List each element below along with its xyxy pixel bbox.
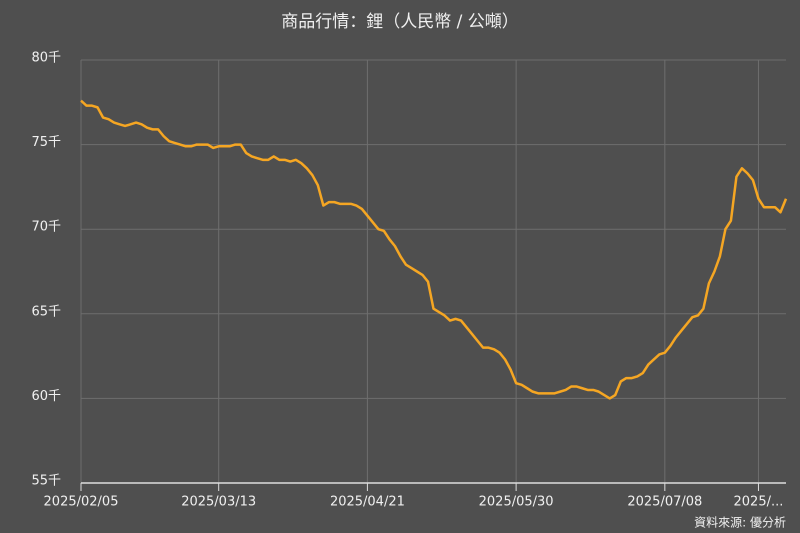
x-tick-label: 2025/... <box>734 495 784 510</box>
price-line <box>80 99 788 400</box>
y-tick-label: 70千 <box>31 220 61 235</box>
x-tick-label: 2025/02/05 <box>44 495 119 510</box>
y-tick-label: 65千 <box>31 304 61 319</box>
y-tick-label: 80千 <box>31 51 61 66</box>
x-tick-label: 2025/07/08 <box>627 495 702 510</box>
y-tick-label: 75千 <box>31 135 61 150</box>
chart-title: 商品行情：鋰（人民幣 / 公噸） <box>281 12 519 32</box>
y-tick-label: 60千 <box>31 389 61 404</box>
source-note: 資料來源: 優分析 <box>694 516 786 530</box>
x-tick-label: 2025/04/21 <box>330 495 405 510</box>
x-tick-label: 2025/03/13 <box>181 495 256 510</box>
x-tick-label: 2025/05/30 <box>479 495 554 510</box>
y-tick-label: 55千 <box>31 474 61 489</box>
